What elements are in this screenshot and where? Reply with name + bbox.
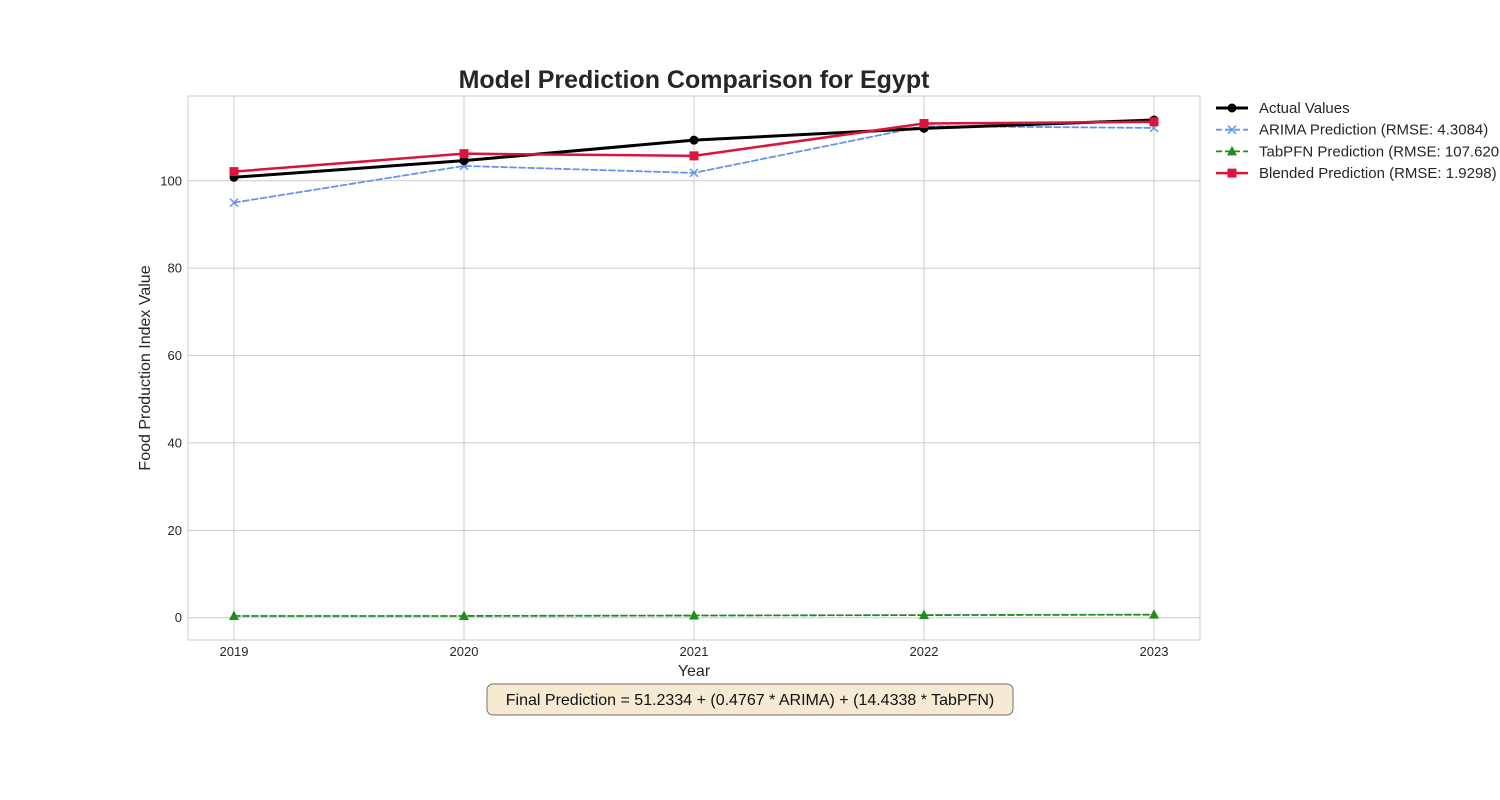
legend-marker xyxy=(1227,103,1237,113)
y-axis-label: Food Production Index Value xyxy=(137,265,154,470)
grid xyxy=(188,96,1200,640)
x-tick-label: 2019 xyxy=(220,644,249,659)
data-point xyxy=(689,168,699,178)
data-point xyxy=(919,119,929,129)
plot-area-frame xyxy=(187,95,1201,641)
data-point xyxy=(459,149,469,159)
chart-title: Model Prediction Comparison for Egypt xyxy=(459,66,931,94)
legend-label: ARIMA Prediction (RMSE: 4.3084) xyxy=(1259,122,1488,139)
x-axis-ticks: 2019 2020 2021 2022 2023 xyxy=(220,644,1169,659)
x-tick-label: 2023 xyxy=(1140,644,1169,659)
legend-item: Actual Values xyxy=(1216,100,1350,117)
legend-marker xyxy=(1227,145,1237,156)
data-point xyxy=(689,135,699,145)
data-point xyxy=(1149,117,1159,127)
y-axis-ticks: 0 20 40 60 80 100 xyxy=(160,173,182,625)
formula-text: Final Prediction = 51.2334 + (0.4767 * A… xyxy=(506,692,994,709)
series-layer xyxy=(229,115,1159,620)
y-tick-label: 60 xyxy=(168,348,182,363)
series-4 xyxy=(229,117,1159,177)
legend-label: TabPFN Prediction (RMSE: 107.620 xyxy=(1259,143,1499,160)
series-3 xyxy=(229,609,1159,620)
legend: Actual Values ARIMA Prediction (RMSE: 4.3… xyxy=(1216,100,1499,182)
data-point xyxy=(459,156,469,166)
x-tick-label: 2020 xyxy=(450,644,479,659)
y-tick-label: 80 xyxy=(168,261,182,276)
legend-label: Actual Values xyxy=(1259,100,1350,117)
x-tick-label: 2021 xyxy=(680,644,709,659)
data-point xyxy=(1149,609,1159,619)
data-point xyxy=(229,167,239,177)
formula-box xyxy=(486,683,1014,716)
y-tick-label: 0 xyxy=(175,610,182,625)
legend-item: TabPFN Prediction (RMSE: 107.620 xyxy=(1216,143,1499,160)
x-axis-label: Year xyxy=(678,663,711,680)
data-point xyxy=(689,151,699,161)
legend-label: Blended Prediction (RMSE: 1.9298) xyxy=(1259,165,1497,182)
legend-item: Blended Prediction (RMSE: 1.9298) xyxy=(1216,165,1497,182)
formula-annotation: Final Prediction = 51.2334 + (0.4767 * A… xyxy=(486,683,1014,716)
data-point xyxy=(459,610,469,620)
legend-item: ARIMA Prediction (RMSE: 4.3084) xyxy=(1216,122,1488,139)
y-tick-label: 20 xyxy=(168,523,182,538)
data-point xyxy=(229,610,239,620)
y-tick-label: 100 xyxy=(160,173,182,188)
y-tick-label: 40 xyxy=(168,435,182,450)
data-point xyxy=(229,198,239,208)
data-point xyxy=(689,610,699,620)
data-point xyxy=(919,609,929,620)
legend-marker xyxy=(1227,125,1237,135)
legend-marker xyxy=(1227,168,1237,178)
x-tick-label: 2022 xyxy=(910,644,939,659)
